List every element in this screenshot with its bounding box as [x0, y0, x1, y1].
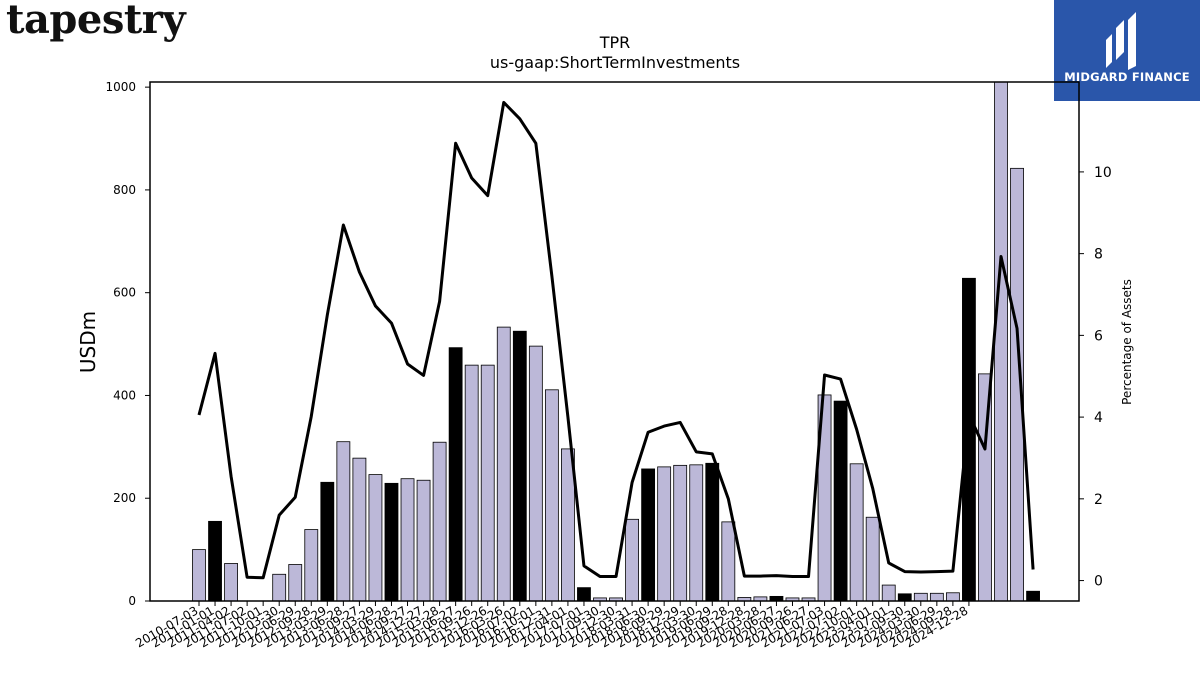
y2-tick-label: 0	[1094, 574, 1103, 590]
bar	[512, 330, 527, 602]
y-axis-right: 0 2 4 6 8 10	[1079, 165, 1112, 590]
bar	[1026, 590, 1040, 602]
bar	[432, 441, 447, 602]
bar	[192, 549, 206, 602]
bar	[544, 389, 559, 602]
chart-title: TPR	[599, 33, 631, 52]
bar	[224, 563, 238, 602]
brand-logo: tapestry	[6, 0, 186, 43]
bar	[913, 592, 928, 602]
y-tick-label: 200	[113, 491, 136, 505]
bar	[849, 463, 864, 602]
bar	[625, 518, 639, 602]
bar	[962, 277, 976, 602]
bar	[272, 573, 287, 602]
bar	[833, 400, 848, 602]
bar	[689, 464, 704, 602]
bar	[336, 441, 351, 602]
y2-tick-label: 10	[1094, 165, 1112, 181]
bar	[897, 593, 912, 602]
y-tick-label: 600	[113, 286, 136, 300]
y2-tick-label: 2	[1094, 492, 1103, 508]
y2-tick-label: 6	[1094, 328, 1103, 344]
y-axis-label: USDm	[76, 311, 100, 373]
bar	[994, 81, 1008, 602]
bar	[881, 584, 896, 602]
bar	[577, 587, 591, 602]
chart-subtitle: us-gaap:ShortTermInvestments	[490, 53, 740, 72]
bar	[352, 457, 367, 602]
bar	[480, 364, 495, 602]
y2-tick-label: 4	[1094, 410, 1103, 426]
bar	[208, 520, 222, 602]
bar	[865, 516, 880, 602]
bar	[528, 345, 543, 602]
bar	[657, 466, 672, 602]
y-axis-left: 0 200 400 600 800 1000	[105, 80, 150, 608]
bar	[929, 592, 944, 602]
bar	[705, 462, 720, 602]
x-axis: 2010-07-032011-01-012011-04-022011-07-02…	[133, 601, 970, 650]
bar	[384, 482, 399, 602]
bar	[641, 468, 656, 602]
bar	[496, 326, 511, 602]
bar	[400, 478, 415, 602]
bar	[320, 481, 335, 602]
bar	[673, 464, 688, 602]
bar	[721, 521, 736, 602]
y-tick-label: 0	[128, 594, 136, 608]
line-series	[197, 100, 1035, 580]
bar	[945, 592, 960, 602]
midgard-logo-mark	[1106, 12, 1136, 70]
y-tick-label: 400	[113, 388, 136, 402]
bar	[288, 564, 303, 602]
plot-frame	[149, 81, 1080, 602]
y2-tick-label: 8	[1094, 247, 1103, 263]
bar	[304, 529, 319, 602]
logo-text: MIDGARD FINANCE	[1064, 70, 1190, 84]
pct-assets-line	[197, 100, 1035, 580]
bar	[464, 364, 479, 602]
bar	[448, 347, 463, 602]
y2-axis-label: Percentage of Assets	[1120, 279, 1134, 405]
bar	[368, 474, 383, 602]
bar	[416, 479, 431, 602]
bar-series	[192, 81, 1040, 602]
y-tick-label: 1000	[105, 80, 136, 94]
y-tick-label: 800	[113, 183, 136, 197]
